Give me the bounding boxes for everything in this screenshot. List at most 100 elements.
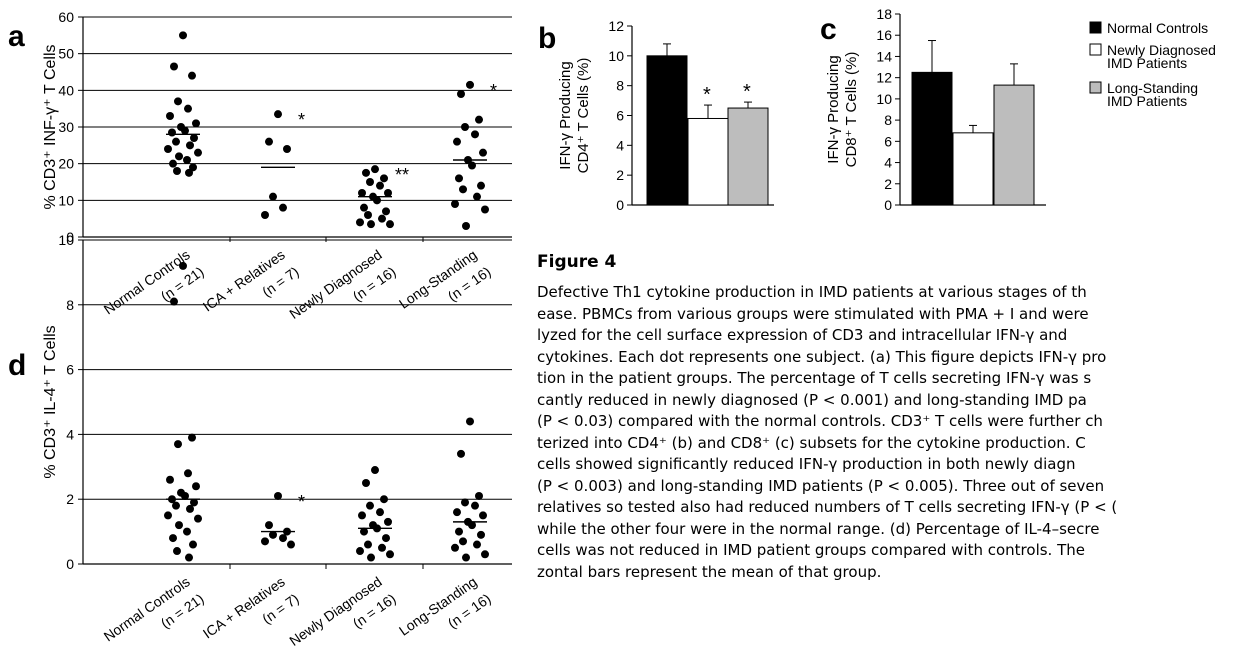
caption-line: zontal bars represent the mean of that g… (537, 562, 882, 581)
data-point (169, 159, 177, 168)
data-point (373, 196, 381, 205)
data-point (194, 148, 202, 157)
data-point (190, 134, 198, 142)
data-point (261, 537, 269, 546)
panel-letter-c: c (820, 13, 837, 46)
data-point (386, 550, 394, 559)
data-point (471, 501, 479, 510)
legend-label: Normal Controls (1107, 20, 1208, 36)
caption-line: cytokines. Each dot represents one subje… (537, 347, 1107, 366)
data-point (186, 504, 194, 513)
data-point (170, 297, 178, 306)
data-point (356, 218, 364, 227)
y-tick-label: 2 (884, 176, 892, 192)
legend-label: Newly Diagnosed (1107, 42, 1216, 58)
y-tick-label: 6 (884, 133, 892, 149)
y-tick-label: 4 (616, 137, 624, 153)
y-tick-label: 6 (616, 108, 624, 124)
legend-swatch (1089, 81, 1102, 94)
data-point (473, 192, 481, 201)
data-point (466, 417, 474, 426)
caption-line: cantly reduced in newly diagnosed (P < 0… (537, 390, 1087, 409)
data-point (462, 222, 470, 230)
legend-swatch (1089, 43, 1102, 56)
data-point (378, 543, 386, 552)
data-point (364, 540, 372, 549)
y-tick-label: 0 (616, 197, 624, 213)
data-point (265, 137, 273, 146)
data-point (175, 152, 183, 161)
y-tick-label: 4 (884, 155, 892, 171)
data-point (360, 203, 368, 212)
legend-label: IMD Patients (1107, 93, 1187, 109)
data-point (181, 491, 189, 500)
y-tick-label: 0 (884, 197, 892, 213)
y-tick-label: 60 (58, 9, 74, 25)
data-point (468, 161, 476, 170)
panel-c: c 0 2 4 6 8 10 12 14 16 18 IFN-γ Producing CD8⁺ T Ce… (820, 6, 1046, 213)
legend: Normal Controls Newly Diagnosed IMD Patien… (1089, 20, 1216, 109)
data-point (371, 165, 379, 174)
panel-letter-b: b (538, 22, 556, 55)
data-point (376, 181, 384, 190)
data-point (479, 511, 487, 520)
bar (911, 71, 953, 206)
data-point (459, 537, 467, 546)
data-point (378, 214, 386, 223)
data-point (479, 148, 487, 157)
y-tick-label: 20 (58, 156, 74, 172)
caption-title: Figure 4 (537, 252, 617, 272)
data-point (164, 511, 172, 520)
data-point (172, 501, 180, 510)
data-point (475, 115, 483, 124)
data-point (451, 200, 459, 208)
data-point (356, 547, 364, 556)
data-point (455, 527, 463, 536)
data-point (188, 433, 196, 442)
data-point (269, 530, 277, 539)
y-tick-label: 2 (616, 167, 624, 183)
caption-line: (P < 0.003) and long-standing IMD patien… (537, 476, 1105, 495)
data-point (382, 207, 390, 216)
data-point (371, 466, 379, 475)
panel-letter-a: a (8, 20, 25, 53)
data-point (174, 440, 182, 449)
data-point (382, 534, 390, 543)
y-tick-label: 8 (884, 112, 892, 128)
y-tick-label: 30 (58, 119, 74, 135)
data-point (384, 517, 392, 526)
data-point (192, 482, 200, 491)
data-point (185, 553, 193, 562)
data-point (261, 211, 269, 219)
data-point (366, 178, 374, 186)
data-point (380, 174, 388, 183)
data-point (189, 540, 197, 549)
y-tick-label: 0 (66, 556, 74, 572)
data-point (179, 261, 187, 270)
data-point (461, 123, 469, 131)
data-point (188, 71, 196, 80)
data-point (466, 80, 474, 89)
y-tick-label: 10 (58, 232, 74, 248)
panel-letter-d: d (8, 349, 26, 382)
bar (646, 55, 688, 206)
data-point (170, 62, 178, 71)
data-point (166, 112, 174, 120)
data-point (174, 97, 182, 106)
data-point (453, 508, 461, 517)
data-point (481, 205, 489, 214)
data-point (358, 189, 366, 197)
data-point (190, 498, 198, 507)
data-point (184, 469, 192, 478)
bar (993, 84, 1035, 206)
figure-caption: Figure 4 Defective Th1 cytokine producti… (537, 252, 1235, 583)
data-point (367, 553, 375, 562)
y-tick-label: 10 (608, 48, 624, 64)
data-point (380, 495, 388, 504)
legend-label: Long-Standing (1107, 80, 1198, 96)
data-point (358, 511, 366, 520)
caption-line: Defective Th1 cytokine production in IMD… (537, 283, 1087, 301)
data-point (364, 211, 372, 219)
